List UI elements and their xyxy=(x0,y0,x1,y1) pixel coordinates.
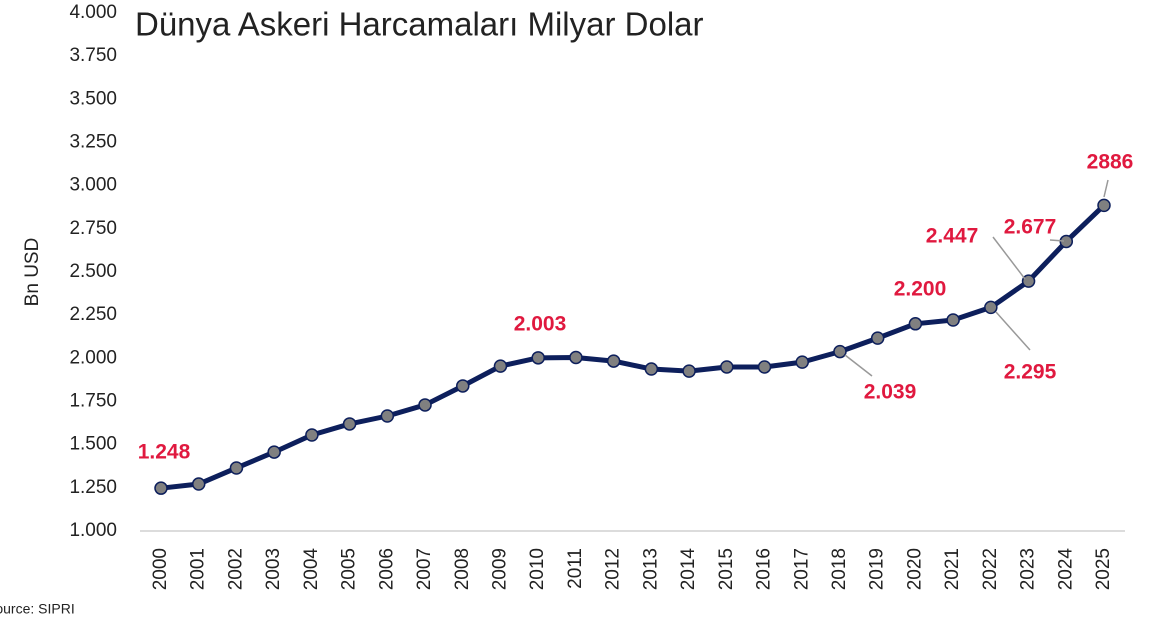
x-tick-label: 2015 xyxy=(716,548,737,590)
y-tick-label: 2.000 xyxy=(69,347,117,368)
y-tick-label: 1.250 xyxy=(69,477,117,498)
y-tick-label: 4.000 xyxy=(69,2,117,23)
data-point xyxy=(229,461,244,475)
data-point xyxy=(644,362,659,376)
data-label: 2.200 xyxy=(894,278,947,301)
x-tick-label: 2020 xyxy=(904,548,925,590)
data-point xyxy=(1021,274,1036,288)
x-tick-label: 2011 xyxy=(565,548,586,589)
data-point xyxy=(418,398,432,412)
data-point xyxy=(267,445,281,459)
y-tick-label: 3.250 xyxy=(69,132,117,153)
y-tick-label: 1.750 xyxy=(69,391,117,412)
x-tick-label: 2006 xyxy=(376,548,397,590)
leader-line xyxy=(992,236,1026,280)
data-label: 2.003 xyxy=(514,313,567,336)
y-tick-label: 2.750 xyxy=(69,218,117,239)
data-point xyxy=(1097,198,1111,213)
x-tick-label: 2000 xyxy=(150,548,171,590)
data-point xyxy=(342,417,357,431)
leader-line xyxy=(844,354,873,377)
y-tick-label: 2.250 xyxy=(69,304,117,325)
data-label: 2.677 xyxy=(1004,216,1057,239)
x-tick-label: 2023 xyxy=(1018,548,1039,590)
x-tick-label: 2010 xyxy=(527,548,548,590)
x-tick-label: 2018 xyxy=(829,548,850,590)
x-tick-label: 2021 xyxy=(942,548,963,590)
y-tick-label: 1.000 xyxy=(69,520,117,541)
x-tick-label: 2008 xyxy=(452,548,473,590)
data-point xyxy=(984,300,998,315)
data-point xyxy=(569,350,583,365)
data-point xyxy=(682,364,696,378)
leader-line xyxy=(995,311,1031,351)
leader-line xyxy=(1049,239,1065,242)
data-label: 2.447 xyxy=(926,225,979,248)
y-axis-label: Bn USD xyxy=(22,238,43,307)
x-tick-label: 2019 xyxy=(867,548,888,590)
leader-line xyxy=(1103,179,1109,198)
x-tick-label: 2005 xyxy=(339,548,360,590)
x-tick-label: 2002 xyxy=(225,548,246,590)
y-tick-label: 3.500 xyxy=(69,88,117,109)
x-tick-label: 2003 xyxy=(263,548,284,590)
x-tick-label: 2013 xyxy=(640,548,661,590)
data-label: 1.248 xyxy=(138,441,191,464)
y-tick-label: 3.750 xyxy=(69,45,117,66)
data-point xyxy=(757,360,772,374)
x-tick-label: 2022 xyxy=(980,548,1001,590)
x-tick-label: 2014 xyxy=(678,548,699,591)
data-point xyxy=(531,351,545,365)
data-point xyxy=(493,359,508,373)
data-point xyxy=(908,317,923,331)
x-tick-label: 2024 xyxy=(1055,548,1076,591)
data-point xyxy=(380,409,395,423)
x-tick-label: 2009 xyxy=(489,548,510,590)
data-point xyxy=(870,331,885,345)
x-tick-label: 2012 xyxy=(603,548,624,590)
data-point xyxy=(833,344,847,359)
x-tick-label: 2017 xyxy=(791,548,812,590)
x-tick-label: 2007 xyxy=(414,548,435,590)
data-point xyxy=(795,355,809,369)
x-tick-label: 2025 xyxy=(1093,548,1114,590)
data-point xyxy=(191,477,206,491)
data-label: 2.039 xyxy=(864,381,917,404)
x-tick-label: 2004 xyxy=(301,548,322,591)
chart-title: Dünya Askeri Harcamaları Milyar Dolar xyxy=(135,6,704,43)
data-point xyxy=(456,379,470,393)
data-label: 2886 xyxy=(1087,151,1134,174)
data-point xyxy=(946,313,960,327)
data-point xyxy=(154,481,168,495)
y-tick-label: 2.500 xyxy=(69,261,117,282)
y-tick-label: 3.000 xyxy=(69,175,117,196)
data-point xyxy=(305,428,319,442)
data-label: 2.295 xyxy=(1004,361,1057,384)
y-tick-label: 1.500 xyxy=(69,434,117,455)
x-tick-label: 2001 xyxy=(188,548,209,590)
x-tick-label: 2016 xyxy=(754,548,775,590)
data-point xyxy=(720,360,734,374)
data-point xyxy=(606,354,621,368)
source-note: Source: SIPRI xyxy=(0,601,75,617)
